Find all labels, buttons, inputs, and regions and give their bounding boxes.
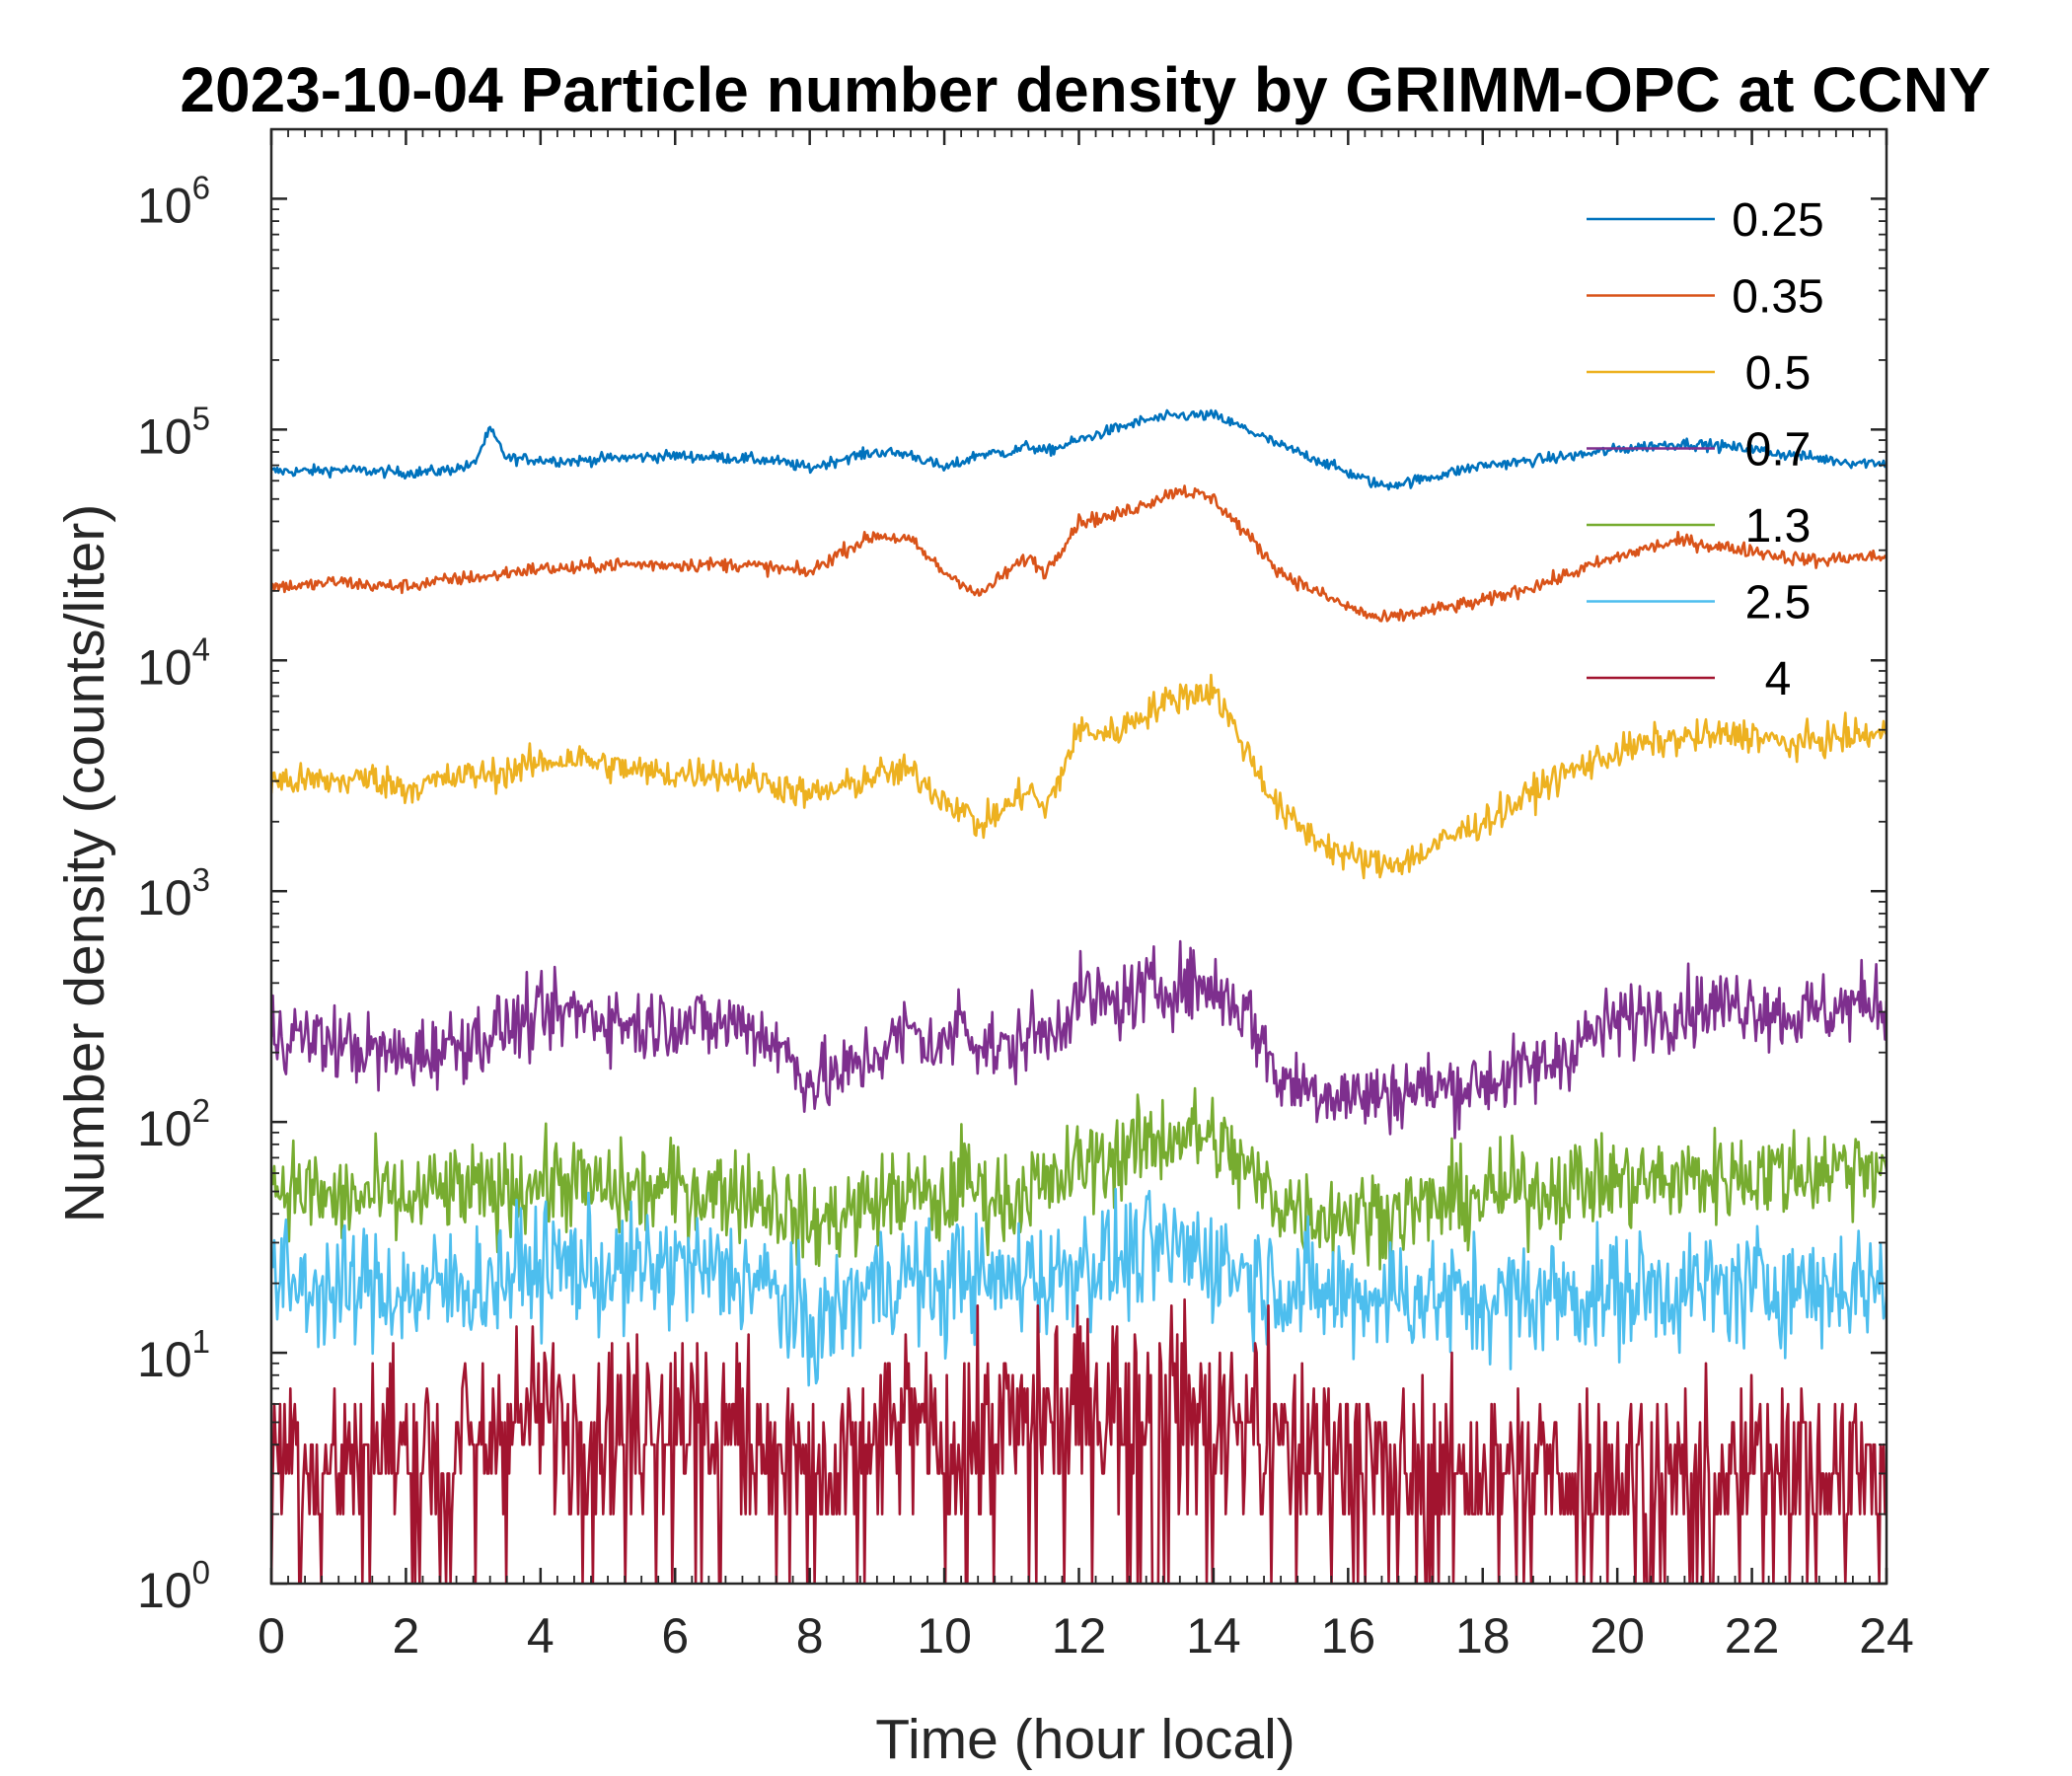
legend-label: 0.35 <box>1732 271 1823 324</box>
legend-label: 1.3 <box>1745 500 1812 553</box>
y-tick-base: 10 <box>137 639 192 695</box>
y-tick-label: 102 <box>137 1092 210 1156</box>
x-tick-label: 16 <box>1321 1608 1376 1664</box>
y-tick-label: 104 <box>137 630 210 695</box>
x-tick-label: 22 <box>1725 1608 1780 1664</box>
x-tick-label: 18 <box>1455 1608 1511 1664</box>
y-tick-exponent: 2 <box>192 1092 210 1129</box>
x-tick-label: 12 <box>1052 1608 1107 1664</box>
y-tick-label: 105 <box>137 400 210 464</box>
series-line-1-3 <box>271 1086 1887 1276</box>
series-line-4 <box>271 1297 1887 1584</box>
y-tick-label: 103 <box>137 861 210 925</box>
y-tick-exponent: 1 <box>192 1323 210 1360</box>
y-tick-exponent: 0 <box>192 1554 210 1591</box>
y-tick-label: 101 <box>137 1323 210 1387</box>
chart-title: 2023-10-04 Particle number density by GR… <box>180 54 1990 125</box>
legend-label: 0.5 <box>1745 347 1812 400</box>
x-axis-label: Time (hour local) <box>875 1708 1295 1771</box>
y-axis-label: Number density (counts/liter) <box>53 504 116 1223</box>
x-tick-label: 10 <box>917 1608 972 1664</box>
series-layer <box>271 408 1887 1584</box>
series-line-2-5 <box>271 1187 1887 1387</box>
x-tick-label: 20 <box>1590 1608 1645 1664</box>
y-tick-base: 10 <box>137 1101 192 1156</box>
x-tick-label: 14 <box>1186 1608 1241 1664</box>
series-line-0-35 <box>271 484 1887 623</box>
x-tick-label: 6 <box>661 1608 689 1664</box>
y-tick-base: 10 <box>137 1332 192 1387</box>
legend-label: 2.5 <box>1745 577 1812 629</box>
y-tick-base: 10 <box>137 178 192 233</box>
y-tick-exponent: 3 <box>192 861 210 898</box>
legend-label: 0.7 <box>1745 424 1812 477</box>
y-tick-label: 100 <box>137 1554 210 1618</box>
y-tick-exponent: 6 <box>192 169 210 205</box>
x-tick-label: 8 <box>796 1608 824 1664</box>
x-tick-label: 24 <box>1859 1608 1914 1664</box>
y-tick-base: 10 <box>137 870 192 925</box>
legend-label: 4 <box>1765 653 1792 705</box>
axes-layer: 0 2 4 6 8 10 12 14 16 18 20 22 241001011021031041051… <box>137 127 1914 1664</box>
x-tick-label: 2 <box>393 1608 420 1664</box>
legend-label: 0.25 <box>1732 194 1823 247</box>
y-tick-exponent: 4 <box>192 630 210 667</box>
series-line-0-5 <box>271 673 1887 880</box>
y-tick-base: 10 <box>137 408 192 464</box>
y-tick-base: 10 <box>137 1563 192 1618</box>
legend: 0.25 0.35 0.5 0.7 1.3 2.5 4 <box>1587 194 1824 705</box>
y-tick-label: 106 <box>137 169 210 233</box>
x-tick-label: 0 <box>258 1608 285 1664</box>
x-tick-label: 4 <box>527 1608 555 1664</box>
y-tick-exponent: 5 <box>192 400 210 436</box>
series-line-0-7 <box>271 939 1887 1140</box>
